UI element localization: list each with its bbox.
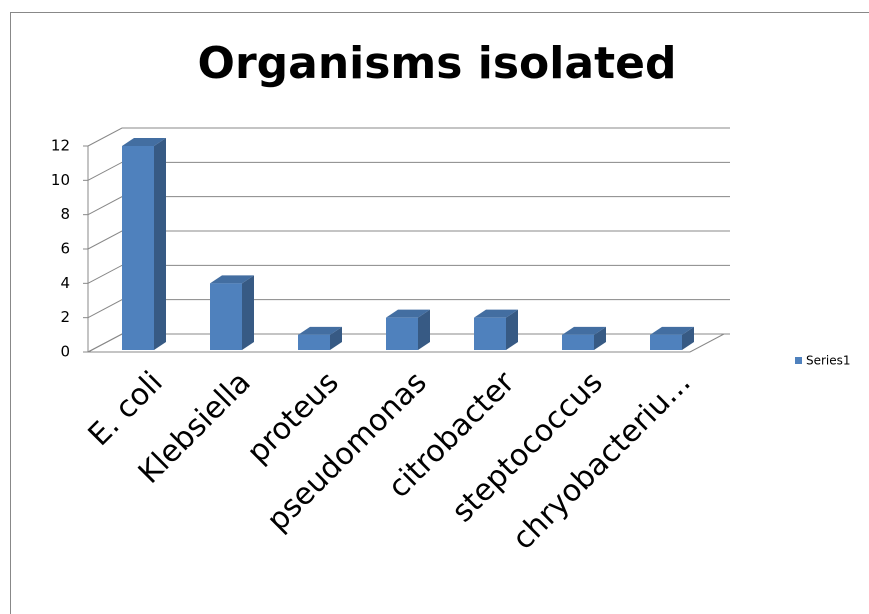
bar	[474, 309, 518, 350]
bar-front	[562, 334, 594, 350]
y-tick-label: 0	[60, 343, 70, 361]
bar	[386, 309, 430, 350]
bar-front	[210, 283, 242, 350]
y-tick-label: 2	[60, 308, 70, 326]
bar-side	[418, 309, 430, 350]
bar-front	[298, 334, 330, 350]
bar-front	[122, 146, 154, 350]
bar-side	[242, 275, 254, 350]
bar-side	[594, 326, 606, 350]
bar-side	[154, 138, 166, 350]
bar	[298, 326, 342, 350]
bar	[122, 138, 166, 350]
bar-top	[210, 275, 254, 284]
legend-swatch	[795, 357, 802, 364]
bar	[650, 326, 694, 350]
y-tick-label: 4	[60, 274, 70, 292]
grid-line	[87, 127, 730, 147]
bar-top	[122, 138, 166, 146]
y-tick-label: 6	[60, 240, 70, 258]
y-tick-label: 12	[51, 137, 70, 155]
bar-top	[650, 326, 694, 335]
bar	[210, 275, 254, 350]
bar-side	[330, 326, 342, 350]
chart-title: Organisms isolated	[198, 38, 677, 89]
bar-top	[562, 326, 606, 335]
bar-top	[298, 326, 342, 335]
bar-top	[474, 309, 518, 318]
bar-front	[386, 317, 418, 350]
y-tick-label: 8	[60, 205, 70, 223]
legend-label: Series1	[806, 354, 851, 368]
bar-side	[506, 309, 518, 350]
bar	[562, 326, 606, 350]
bar-side	[682, 326, 694, 350]
bar-front	[474, 317, 506, 350]
bar-top	[386, 309, 430, 318]
y-tick-label: 10	[51, 171, 70, 189]
bar-front	[650, 334, 682, 350]
